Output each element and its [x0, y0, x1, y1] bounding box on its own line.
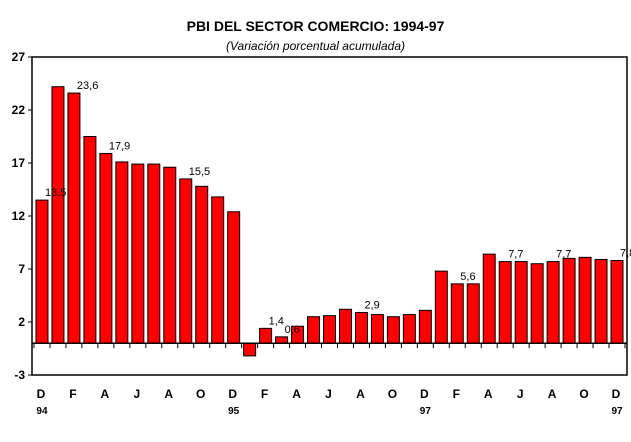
chart-title: PBI DEL SECTOR COMERCIO: 1994-97: [186, 18, 445, 34]
bar: [179, 178, 193, 344]
x-tick-label: A: [484, 387, 493, 401]
bar: [115, 161, 129, 344]
x-tick-label: O: [388, 387, 397, 401]
bar: [259, 327, 273, 344]
x-tick-label: O: [579, 387, 588, 401]
data-label: 7,8: [620, 248, 631, 260]
x-tick-label: D: [420, 387, 429, 401]
data-label: 7,7: [508, 249, 523, 261]
x-tick-label: A: [164, 387, 173, 401]
bar: [594, 258, 608, 344]
bar: [99, 152, 113, 344]
year-label: 97: [420, 406, 432, 417]
data-label: 7,7: [556, 249, 571, 261]
x-tick-label: A: [548, 387, 557, 401]
x-tick-label: A: [292, 387, 301, 401]
bar: [83, 136, 97, 344]
y-tick-label: -3: [14, 368, 25, 382]
y-tick-label: 22: [12, 103, 26, 117]
bar: [243, 342, 257, 357]
bar: [227, 211, 241, 344]
y-tick-label: 12: [12, 209, 26, 223]
x-tick-label: A: [101, 387, 110, 401]
bar: [67, 92, 81, 344]
bar: [498, 261, 512, 344]
bar: [434, 270, 448, 344]
bar: [51, 86, 65, 344]
bar: [275, 336, 289, 344]
x-tick-label: F: [69, 387, 76, 401]
data-label: 0,6: [285, 324, 300, 336]
bar: [307, 316, 321, 344]
x-tick-label: D: [612, 387, 621, 401]
bar: [323, 315, 336, 344]
y-tick-label: 17: [12, 156, 26, 170]
x-tick-label: A: [356, 387, 365, 401]
data-label: 1,4: [269, 315, 284, 327]
bar: [354, 311, 368, 344]
bar: [163, 166, 177, 344]
x-tick-label: D: [228, 387, 237, 401]
y-tick-label: 2: [18, 315, 25, 329]
x-tick-label: J: [325, 387, 332, 401]
data-label: 13,5: [45, 187, 66, 199]
bar: [195, 185, 209, 344]
data-label: 15,5: [189, 166, 210, 178]
data-label: 17,9: [109, 140, 130, 152]
bar: [35, 199, 49, 344]
bar: [418, 309, 432, 344]
bar: [386, 316, 400, 344]
bar: [147, 163, 161, 344]
bar: [530, 263, 544, 344]
bar: [211, 196, 225, 344]
bar: [610, 260, 624, 344]
x-tick-label: D: [37, 387, 46, 401]
bar: [562, 257, 576, 344]
year-label: 94: [36, 406, 48, 417]
x-tick-label: F: [261, 387, 268, 401]
x-tick-label: O: [196, 387, 205, 401]
bar: [338, 308, 352, 344]
bar: [402, 314, 416, 344]
x-tick-label: J: [517, 387, 524, 401]
y-tick-label: 27: [12, 50, 26, 64]
chart-subtitle: (Variación porcentual acumulada): [226, 39, 405, 53]
data-label: 23,6: [77, 80, 98, 92]
bar: [578, 256, 592, 344]
data-label: 5,6: [460, 271, 475, 283]
x-tick-label: J: [133, 387, 140, 401]
data-label: 2,9: [364, 299, 379, 311]
bar: [370, 314, 384, 344]
bar: [546, 261, 560, 344]
x-tick-label: F: [453, 387, 460, 401]
year-label: 97: [611, 406, 623, 417]
bar: [131, 163, 145, 344]
bar: [450, 283, 464, 344]
y-tick-label: 7: [18, 262, 25, 276]
year-label: 95: [228, 406, 240, 417]
bar: [466, 283, 480, 344]
bar: [482, 253, 496, 344]
bar: [514, 261, 528, 344]
